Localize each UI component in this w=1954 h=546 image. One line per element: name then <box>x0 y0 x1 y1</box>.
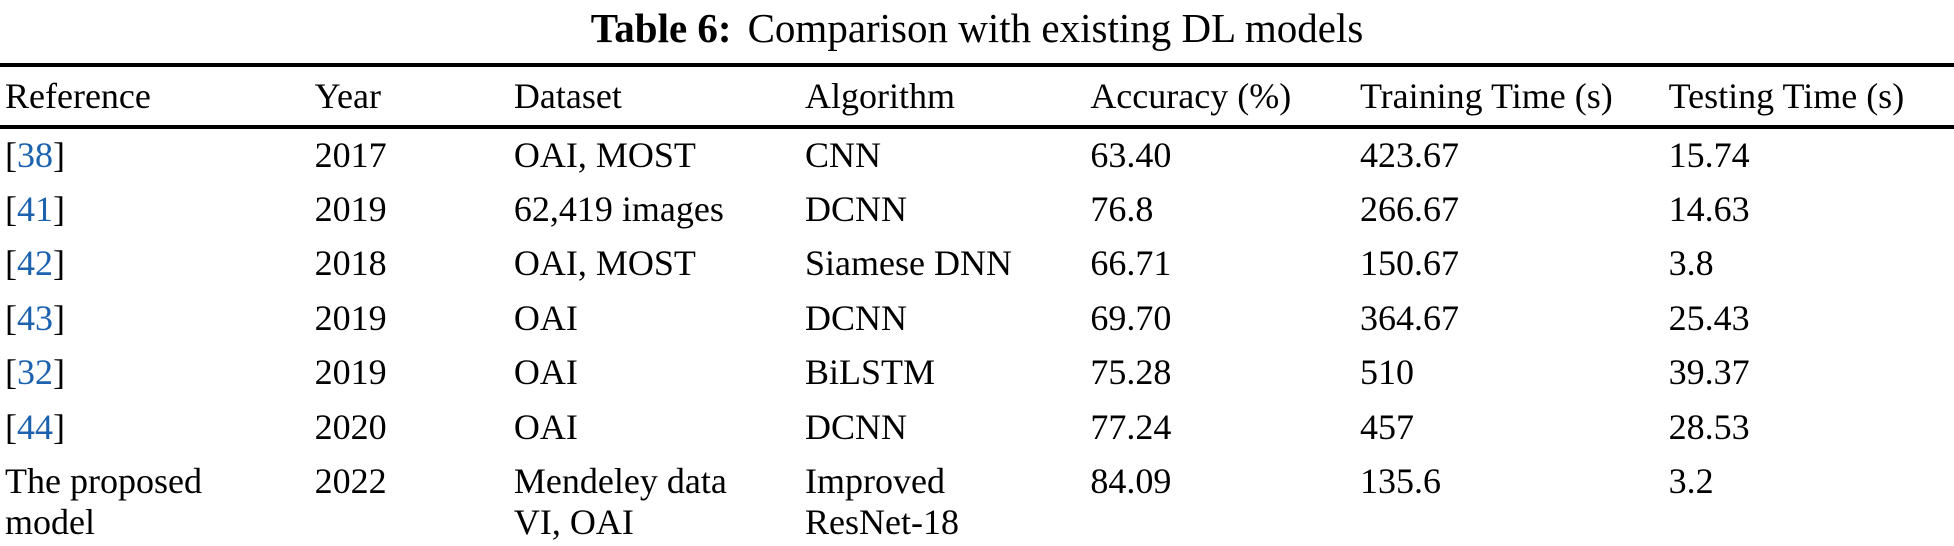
training-time-cell: 423.67 <box>1359 134 1459 175</box>
col-header-accuracy: Accuracy (%) <box>1090 65 1360 129</box>
bracket-open: [ <box>5 134 17 175</box>
table-row: [44] 2020 OAI DCNN 77.24 457 28.53 <box>0 401 1954 455</box>
col-header-year: Year <box>314 65 514 129</box>
bracket-close: ] <box>53 243 65 284</box>
reference-cell: [44] <box>0 401 315 455</box>
reference-cell: [32] <box>0 346 315 400</box>
dataset-cell: OAI <box>513 297 578 338</box>
dataset-cell: OAI, MOST <box>513 134 696 175</box>
training-time-cell: 266.67 <box>1359 188 1459 229</box>
accuracy-cell: 77.24 <box>1090 406 1172 447</box>
dataset-cell: OAI <box>513 406 578 447</box>
table-row: [32] 2019 OAI BiLSTM 75.28 510 39.37 <box>0 346 1954 400</box>
dataset-cell: 62,419 images <box>513 188 724 229</box>
bracket-close: ] <box>53 352 65 393</box>
reference-cell: [41] <box>0 183 315 237</box>
table-row: [42] 2018 OAI, MOST Siamese DNN 66.71 15… <box>0 237 1954 291</box>
col-header-reference: Reference <box>0 65 315 129</box>
accuracy-cell: 69.70 <box>1090 297 1172 338</box>
bracket-open: [ <box>5 406 17 447</box>
table-caption-number: Table 6: <box>590 5 732 51</box>
algorithm-cell: DCNN <box>805 406 908 447</box>
citation-link[interactable]: 42 <box>17 243 53 284</box>
table-row: [41] 2019 62,419 images DCNN 76.8 266.67… <box>0 183 1954 237</box>
citation-link[interactable]: 32 <box>17 352 53 393</box>
bracket-close: ] <box>53 406 65 447</box>
training-time-cell: 510 <box>1359 352 1414 393</box>
reference-cell: [42] <box>0 237 315 291</box>
citation-link[interactable]: 41 <box>17 188 53 229</box>
bracket-open: [ <box>5 188 17 229</box>
table-caption: Table 6: Comparison with existing DL mode… <box>0 0 1954 53</box>
bracket-close: ] <box>53 297 65 338</box>
bracket-open: [ <box>5 297 17 338</box>
header-row: Reference Year Dataset Algorithm Accurac… <box>0 65 1954 129</box>
bracket-open: [ <box>5 352 17 393</box>
accuracy-cell: 84.09 <box>1090 460 1172 501</box>
citation-link[interactable]: 43 <box>17 297 53 338</box>
training-time-cell: 135.6 <box>1359 460 1441 501</box>
table-row-proposed-model: The proposed model 2022 Mendeley data VI… <box>0 455 1954 546</box>
year-cell: 2022 <box>314 460 387 501</box>
dataset-cell: Mendeley data VI, OAI <box>513 460 727 543</box>
bracket-close: ] <box>53 134 65 175</box>
year-cell: 2017 <box>314 134 387 175</box>
testing-time-cell: 28.53 <box>1668 406 1750 447</box>
algorithm-cell: Siamese DNN <box>805 243 1012 284</box>
dataset-cell: OAI, MOST <box>513 243 696 284</box>
citation-link[interactable]: 38 <box>17 134 53 175</box>
testing-time-cell: 25.43 <box>1668 297 1750 338</box>
reference-cell: [43] <box>0 292 315 346</box>
algorithm-cell: CNN <box>805 134 882 175</box>
testing-time-cell: 14.63 <box>1668 188 1750 229</box>
col-header-dataset: Dataset <box>513 65 806 129</box>
bracket-open: [ <box>5 243 17 284</box>
year-cell: 2019 <box>314 352 387 393</box>
year-cell: 2019 <box>314 188 387 229</box>
col-header-algorithm: Algorithm <box>805 65 1091 129</box>
table-row: [43] 2019 OAI DCNN 69.70 364.67 25.43 <box>0 292 1954 346</box>
accuracy-cell: 63.40 <box>1090 134 1172 175</box>
citation-link[interactable]: 44 <box>17 406 53 447</box>
accuracy-cell: 75.28 <box>1090 352 1172 393</box>
reference-cell: The proposed model <box>5 460 202 543</box>
algorithm-cell: BiLSTM <box>805 352 936 393</box>
table-caption-text: Comparison with existing DL models <box>747 5 1364 51</box>
testing-time-cell: 39.37 <box>1668 352 1750 393</box>
comparison-table: Reference Year Dataset Algorithm Accurac… <box>0 63 1954 546</box>
year-cell: 2019 <box>314 297 387 338</box>
testing-time-cell: 3.8 <box>1668 243 1714 284</box>
table-row: [38] 2017 OAI, MOST CNN 63.40 423.67 15.… <box>0 127 1954 183</box>
dataset-cell: OAI <box>513 352 578 393</box>
year-cell: 2020 <box>314 406 387 447</box>
training-time-cell: 364.67 <box>1359 297 1459 338</box>
training-time-cell: 457 <box>1359 406 1414 447</box>
algorithm-cell: DCNN <box>805 188 908 229</box>
accuracy-cell: 76.8 <box>1090 188 1154 229</box>
accuracy-cell: 66.71 <box>1090 243 1172 284</box>
testing-time-cell: 15.74 <box>1668 134 1750 175</box>
algorithm-cell: DCNN <box>805 297 908 338</box>
col-header-testing-time: Testing Time (s) <box>1668 65 1954 129</box>
testing-time-cell: 3.2 <box>1668 460 1714 501</box>
reference-cell: [38] <box>0 127 315 183</box>
col-header-training-time: Training Time (s) <box>1359 65 1669 129</box>
bracket-close: ] <box>53 188 65 229</box>
training-time-cell: 150.67 <box>1359 243 1459 284</box>
year-cell: 2018 <box>314 243 387 284</box>
algorithm-cell: Improved ResNet-18 <box>805 460 959 543</box>
